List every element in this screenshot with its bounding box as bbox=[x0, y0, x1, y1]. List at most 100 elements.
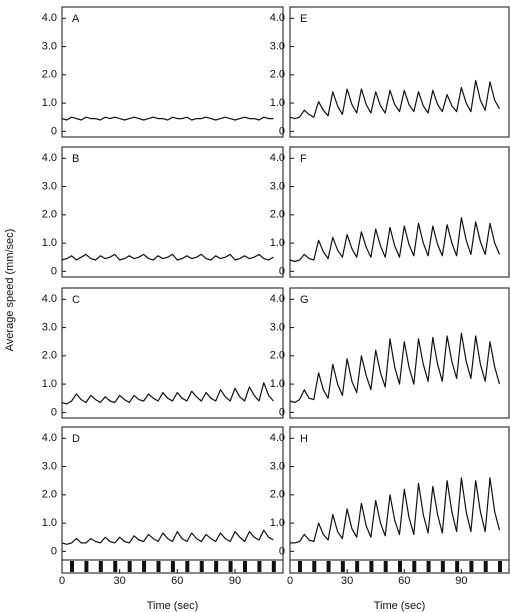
y-tick-label: 4.0 bbox=[42, 12, 57, 24]
y-tick-label: 1.0 bbox=[270, 517, 285, 529]
stimulus-block bbox=[257, 561, 262, 572]
stimulus-block bbox=[440, 561, 445, 572]
x-tick-label: 30 bbox=[341, 575, 353, 587]
y-tick-label: 0 bbox=[51, 125, 57, 137]
y-tick-label: 3.0 bbox=[42, 321, 57, 333]
x-tick-label: 90 bbox=[455, 575, 467, 587]
panel-label: H bbox=[300, 433, 308, 445]
stimulus-block bbox=[185, 561, 190, 572]
y-tick-label: 0 bbox=[279, 125, 285, 137]
y-tick-label: 1.0 bbox=[42, 517, 57, 529]
panel-label: A bbox=[72, 13, 80, 25]
y-tick-label: 4.0 bbox=[270, 12, 285, 24]
x-tick-label: 0 bbox=[287, 575, 293, 587]
speed-trace bbox=[289, 332, 501, 404]
y-tick-label: 1.0 bbox=[270, 97, 285, 109]
y-tick-label: 1.0 bbox=[42, 378, 57, 390]
x-tick-label: 60 bbox=[171, 575, 183, 587]
stimulus-block bbox=[242, 561, 247, 572]
panel-frame bbox=[289, 146, 510, 278]
speed-trace bbox=[289, 217, 501, 263]
y-tick-label: 0 bbox=[279, 545, 285, 557]
y-tick-label: 4.0 bbox=[270, 152, 285, 164]
panel-frame bbox=[61, 287, 284, 419]
panel-label: F bbox=[300, 153, 307, 165]
y-tick-label: 1.0 bbox=[270, 378, 285, 390]
stimulus-block bbox=[228, 561, 233, 572]
stimulus-block bbox=[398, 561, 402, 572]
speed-trace bbox=[61, 382, 274, 405]
y-tick-label: 4.0 bbox=[42, 293, 57, 305]
stimulus-block bbox=[214, 561, 219, 572]
y-tick-label: 3.0 bbox=[270, 180, 285, 192]
stimulus-block bbox=[312, 561, 317, 572]
speed-trace bbox=[61, 253, 274, 261]
y-tick-label: 4.0 bbox=[42, 432, 57, 444]
stimulus-block bbox=[469, 561, 474, 572]
y-tick-label: 0 bbox=[51, 545, 57, 557]
stimulus-block bbox=[355, 561, 360, 572]
y-tick-label: 2.0 bbox=[270, 350, 285, 362]
y-tick-label: 3.0 bbox=[270, 460, 285, 472]
stimulus-block bbox=[412, 561, 417, 572]
y-tick-label: 0 bbox=[279, 406, 285, 418]
y-tick-label: 1.0 bbox=[42, 237, 57, 249]
y-tick-label: 4.0 bbox=[42, 152, 57, 164]
x-tick-label: 30 bbox=[114, 575, 126, 587]
panel-frame bbox=[61, 146, 284, 278]
y-tick-label: 3.0 bbox=[270, 321, 285, 333]
stimulus-block bbox=[498, 561, 502, 572]
y-tick-label: 1.0 bbox=[42, 97, 57, 109]
y-tick-label: 3.0 bbox=[42, 180, 57, 192]
y-tick-label: 0 bbox=[51, 406, 57, 418]
stimulus-block bbox=[142, 561, 147, 572]
y-tick-label: 2.0 bbox=[42, 209, 57, 221]
stimulus-block bbox=[199, 561, 204, 572]
x-tick-label: 60 bbox=[398, 575, 410, 587]
y-tick-label: 4.0 bbox=[270, 293, 285, 305]
stimulus-block bbox=[383, 561, 388, 572]
stimulus-block bbox=[326, 561, 331, 572]
stimulus-block bbox=[113, 561, 118, 572]
stimulus-block bbox=[70, 561, 74, 572]
y-tick-label: 2.0 bbox=[270, 489, 285, 501]
panel-frame bbox=[61, 426, 284, 574]
x-tick-label: 90 bbox=[229, 575, 241, 587]
stimulus-block bbox=[340, 561, 345, 572]
panel-label: E bbox=[300, 13, 307, 25]
x-axis-title: Time (sec) bbox=[147, 600, 199, 612]
y-axis-title: Average speed (mm/sec) bbox=[4, 229, 16, 352]
y-tick-label: 2.0 bbox=[42, 489, 57, 501]
y-tick-label: 3.0 bbox=[42, 460, 57, 472]
x-tick-label: 0 bbox=[59, 575, 65, 587]
panel-frame bbox=[289, 287, 510, 419]
stimulus-block bbox=[298, 561, 302, 572]
y-tick-label: 2.0 bbox=[42, 69, 57, 81]
speed-trace bbox=[61, 529, 274, 545]
y-tick-label: 0 bbox=[51, 265, 57, 277]
x-axis-title: Time (sec) bbox=[374, 600, 426, 612]
panel-frame bbox=[289, 6, 510, 138]
stimulus-block bbox=[369, 561, 374, 572]
stimulus-block bbox=[426, 561, 431, 572]
panel-frame bbox=[289, 426, 510, 574]
stimulus-block bbox=[98, 561, 103, 572]
y-tick-label: 2.0 bbox=[270, 209, 285, 221]
y-tick-label: 2.0 bbox=[42, 350, 57, 362]
panel-label: G bbox=[300, 294, 309, 306]
y-tick-label: 3.0 bbox=[42, 40, 57, 52]
panel-frame bbox=[61, 6, 284, 138]
stimulus-block bbox=[127, 561, 132, 572]
y-tick-label: 4.0 bbox=[270, 432, 285, 444]
y-tick-label: 2.0 bbox=[270, 69, 285, 81]
stimulus-block bbox=[170, 561, 175, 572]
speed-trace bbox=[289, 79, 501, 120]
panel-label: B bbox=[72, 153, 79, 165]
panel-label: C bbox=[72, 294, 80, 306]
y-tick-label: 1.0 bbox=[270, 237, 285, 249]
stimulus-block bbox=[455, 561, 460, 572]
speed-trace bbox=[290, 477, 501, 544]
stimulus-block bbox=[483, 561, 488, 572]
y-tick-label: 0 bbox=[279, 265, 285, 277]
